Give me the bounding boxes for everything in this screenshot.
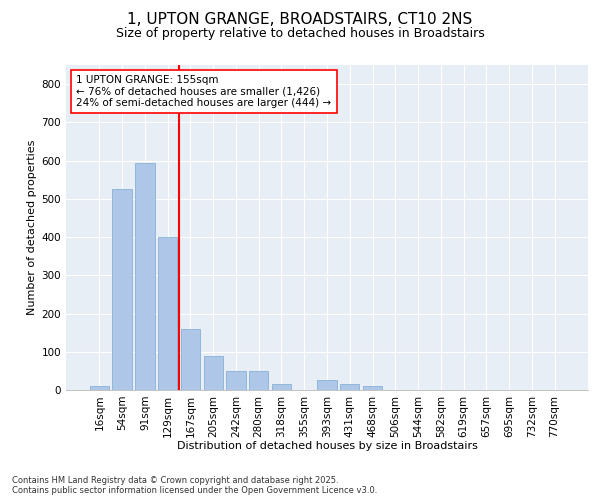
Text: 1, UPTON GRANGE, BROADSTAIRS, CT10 2NS: 1, UPTON GRANGE, BROADSTAIRS, CT10 2NS bbox=[127, 12, 473, 28]
Bar bbox=[181, 329, 200, 390]
Bar bbox=[158, 237, 178, 390]
Bar bbox=[249, 371, 268, 390]
Bar bbox=[317, 380, 337, 390]
Text: Size of property relative to detached houses in Broadstairs: Size of property relative to detached ho… bbox=[116, 28, 484, 40]
Text: 1 UPTON GRANGE: 155sqm
← 76% of detached houses are smaller (1,426)
24% of semi-: 1 UPTON GRANGE: 155sqm ← 76% of detached… bbox=[76, 74, 332, 108]
Bar bbox=[135, 164, 155, 390]
Text: Contains HM Land Registry data © Crown copyright and database right 2025.
Contai: Contains HM Land Registry data © Crown c… bbox=[12, 476, 377, 495]
X-axis label: Distribution of detached houses by size in Broadstairs: Distribution of detached houses by size … bbox=[176, 441, 478, 451]
Bar bbox=[272, 384, 291, 390]
Bar bbox=[226, 371, 245, 390]
Bar bbox=[340, 384, 359, 390]
Y-axis label: Number of detached properties: Number of detached properties bbox=[28, 140, 37, 315]
Bar bbox=[363, 386, 382, 390]
Bar bbox=[203, 356, 223, 390]
Bar bbox=[112, 188, 132, 390]
Bar bbox=[90, 386, 109, 390]
